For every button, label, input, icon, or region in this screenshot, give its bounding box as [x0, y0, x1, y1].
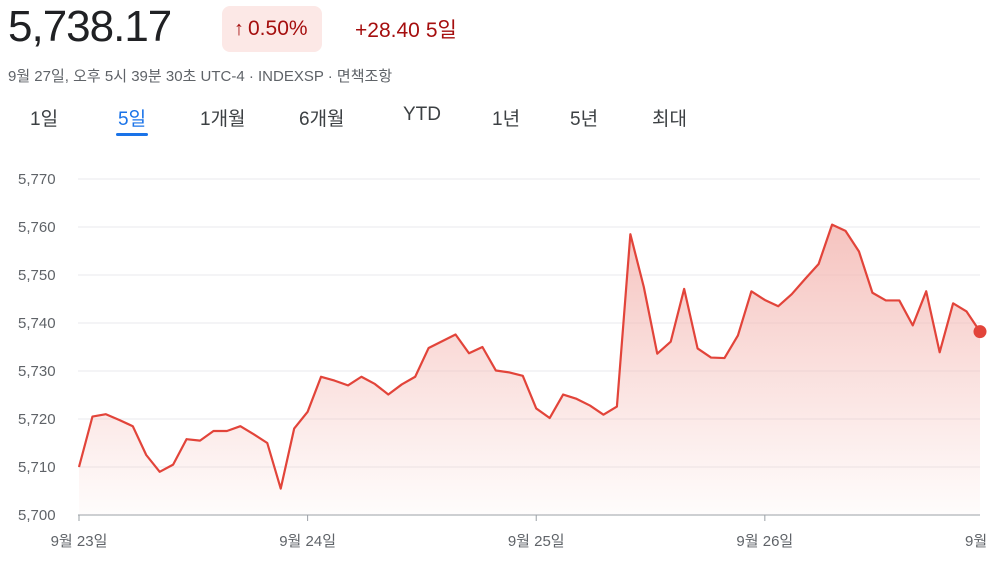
x-tick-label: 9월 24일: [279, 533, 336, 550]
current-price: 5,738.17: [8, 2, 172, 51]
price-area: [79, 224, 980, 515]
percent-change-value: 0.50%: [248, 17, 308, 40]
tab-max[interactable]: 최대: [652, 109, 687, 130]
x-tick-label: 9월 25일: [508, 533, 565, 550]
tab-6m[interactable]: 6개월: [299, 109, 345, 130]
tab-5d[interactable]: 5일: [115, 104, 149, 136]
quote-timestamp-line[interactable]: 9월 27일, 오후 5시 39분 30초 UTC-4 · INDEXSP · …: [8, 68, 393, 85]
x-tick-label: 9월 23일: [51, 533, 108, 550]
y-tick-label: 5,710: [18, 459, 56, 476]
tab-1y[interactable]: 1년: [492, 109, 521, 130]
y-tick-label: 5,700: [18, 507, 56, 524]
tab-1m[interactable]: 1개월: [200, 109, 246, 130]
arrow-up-icon: ↑: [234, 17, 244, 40]
tab-ytd[interactable]: YTD: [403, 104, 441, 125]
last-price-marker: [973, 325, 987, 339]
y-tick-label: 5,750: [18, 267, 56, 284]
absolute-change-value: +28.40: [355, 19, 420, 42]
x-tick-label: 9월 26일: [736, 533, 793, 550]
y-tick-label: 5,730: [18, 363, 56, 380]
y-tick-label: 5,770: [18, 171, 56, 188]
y-tick-label: 5,740: [18, 315, 56, 332]
y-tick-label: 5,760: [18, 219, 56, 236]
absolute-change: +28.40 5일: [355, 14, 457, 44]
percent-change-badge: ↑ 0.50%: [222, 6, 322, 52]
tab-1d[interactable]: 1일: [30, 109, 59, 130]
quote-header: 5,738.17 ↑ 0.50% +28.40 5일 9월 27일, 오후 5시 …: [8, 0, 988, 150]
x-tick-label: 9월 27일: [965, 533, 992, 550]
price-line: [77, 223, 981, 490]
y-tick-label: 5,720: [18, 411, 56, 428]
price-chart[interactable]: 5,700 5,710 5,720 5,730 5,740 5,750 5,760 5,770…: [0, 150, 992, 561]
tab-5y[interactable]: 5년: [570, 109, 599, 130]
change-period-label: 5일: [425, 19, 457, 42]
